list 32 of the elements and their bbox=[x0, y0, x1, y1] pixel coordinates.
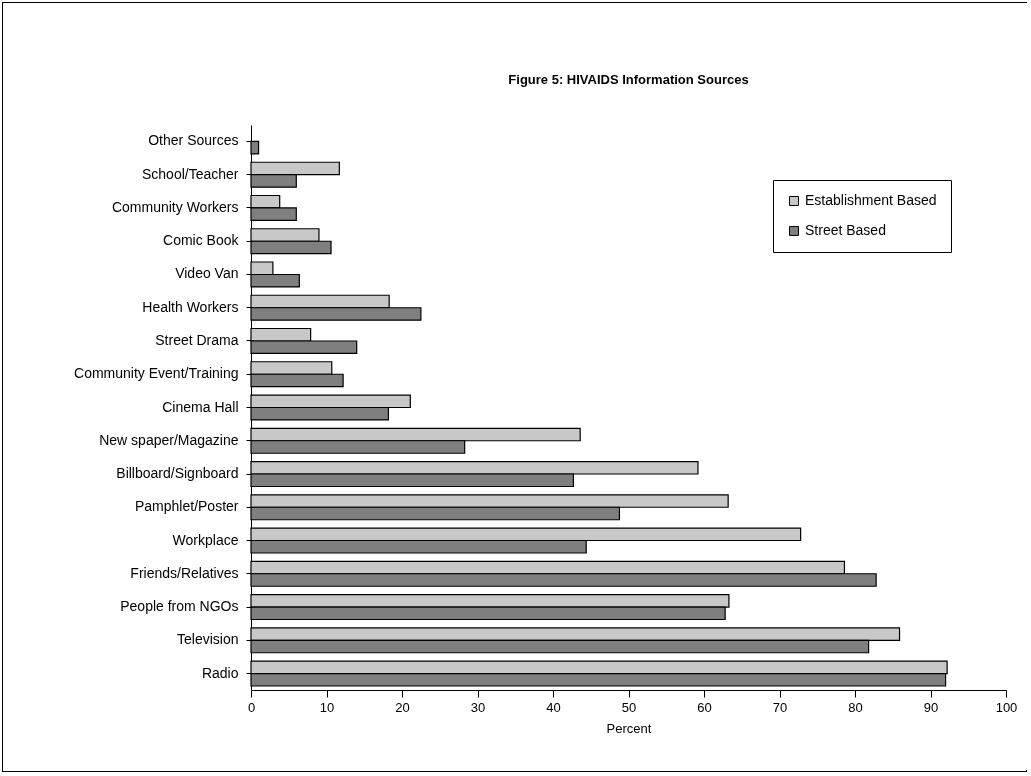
legend-label: Street Based bbox=[805, 222, 886, 238]
y-tick-label: Television bbox=[177, 631, 239, 648]
x-tick-label: 60 bbox=[697, 699, 712, 715]
x-tick-label: 70 bbox=[772, 699, 788, 715]
x-tick-label: 30 bbox=[470, 699, 486, 715]
x-tick-label: 10 bbox=[319, 699, 335, 715]
y-tick-label: Billboard/Signboard bbox=[116, 465, 239, 482]
y-tick-label: Workplace bbox=[172, 531, 239, 548]
y-tick-label: Community Event/Training bbox=[74, 365, 239, 382]
x-tick-label: 40 bbox=[546, 699, 561, 715]
y-tick-label: Other Sources bbox=[148, 132, 239, 149]
x-tick-label: 100 bbox=[995, 699, 1018, 715]
y-tick-label: People from NGOs bbox=[120, 598, 239, 615]
y-tick-label: New spaper/Magazine bbox=[99, 431, 239, 448]
y-tick-label: Comic Book bbox=[163, 232, 240, 249]
y-tick-label: Cinema Hall bbox=[162, 398, 239, 415]
y-tick-label: Video Van bbox=[175, 265, 239, 282]
x-tick-label: 0 bbox=[247, 699, 256, 715]
x-tick-label: 80 bbox=[848, 699, 863, 715]
chart-title: Figure 5: HIVAIDS Information Sources bbox=[508, 72, 749, 87]
x-tick-label: 20 bbox=[395, 699, 410, 715]
x-tick-label: 50 bbox=[621, 699, 637, 715]
y-tick-label: Street Drama bbox=[155, 331, 239, 348]
y-tick-label: Friends/Relatives bbox=[130, 564, 239, 581]
y-tick-label: Radio bbox=[201, 664, 239, 681]
y-tick-label: Health Workers bbox=[142, 298, 239, 315]
y-tick-label: Pamphlet/Poster bbox=[135, 498, 239, 515]
y-tick-label: Community Workers bbox=[111, 198, 239, 215]
y-tick-label: School/Teacher bbox=[141, 165, 239, 182]
x-axis-title: Percent bbox=[606, 720, 652, 736]
x-tick-label: 90 bbox=[923, 699, 939, 715]
legend-label: Establishment Based bbox=[805, 192, 937, 208]
